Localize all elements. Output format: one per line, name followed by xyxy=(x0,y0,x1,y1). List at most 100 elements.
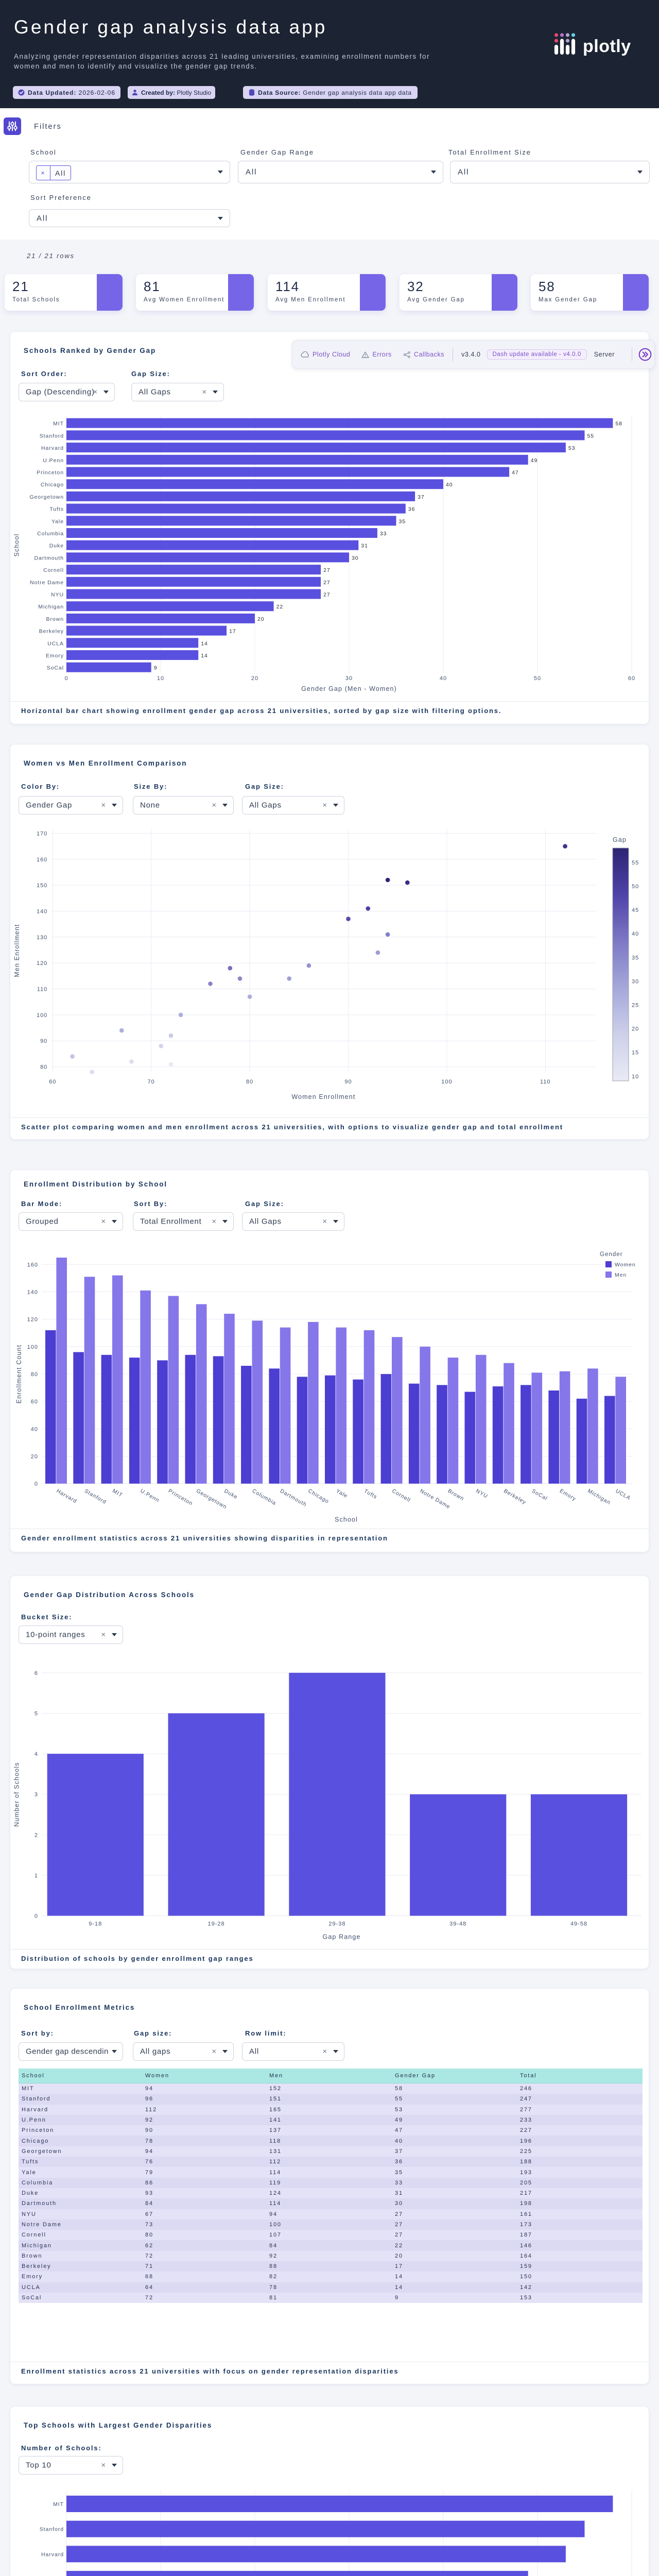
svg-text:120: 120 xyxy=(37,960,47,967)
svg-text:29-38: 29-38 xyxy=(328,1921,345,1927)
svg-text:Gender Gap (Men - Women): Gender Gap (Men - Women) xyxy=(301,685,397,692)
svg-text:Michigan: Michigan xyxy=(38,604,64,610)
svg-text:30: 30 xyxy=(632,978,639,985)
svg-text:NYU: NYU xyxy=(51,592,64,598)
svg-text:35: 35 xyxy=(632,955,639,961)
svg-text:Stanford: Stanford xyxy=(83,1488,108,1505)
svg-text:40: 40 xyxy=(632,931,639,937)
svg-text:U.Penn: U.Penn xyxy=(43,457,64,464)
svg-text:MIT: MIT xyxy=(53,421,64,427)
svg-text:60: 60 xyxy=(628,675,635,682)
svg-text:3: 3 xyxy=(34,1792,38,1798)
svg-text:20: 20 xyxy=(251,675,258,682)
svg-text:49: 49 xyxy=(531,457,538,464)
svg-text:100: 100 xyxy=(441,1079,452,1085)
svg-text:0: 0 xyxy=(34,1913,38,1920)
svg-text:Men: Men xyxy=(615,1272,627,1278)
svg-text:58: 58 xyxy=(615,421,622,427)
svg-text:27: 27 xyxy=(323,580,331,586)
svg-text:Men Enrollment: Men Enrollment xyxy=(13,924,21,977)
svg-text:Duke: Duke xyxy=(49,543,64,549)
svg-text:4: 4 xyxy=(34,1751,38,1757)
svg-text:140: 140 xyxy=(37,909,47,915)
svg-text:170: 170 xyxy=(37,831,47,837)
svg-text:90: 90 xyxy=(40,1038,47,1044)
svg-text:School: School xyxy=(13,534,21,557)
svg-text:30: 30 xyxy=(345,675,353,682)
svg-text:Yale: Yale xyxy=(51,518,64,524)
svg-text:2: 2 xyxy=(34,1832,38,1838)
svg-text:UCLA: UCLA xyxy=(615,1488,632,1501)
svg-text:Enrollment Count: Enrollment Count xyxy=(15,1345,23,1404)
svg-text:Berkeley: Berkeley xyxy=(39,629,64,635)
svg-text:80: 80 xyxy=(246,1079,253,1085)
svg-text:Chicago: Chicago xyxy=(307,1488,330,1505)
svg-text:Berkeley: Berkeley xyxy=(502,1488,527,1506)
svg-text:49-58: 49-58 xyxy=(570,1921,587,1927)
svg-text:5: 5 xyxy=(34,1711,38,1717)
svg-text:27: 27 xyxy=(323,592,331,598)
svg-text:Georgetown: Georgetown xyxy=(29,494,64,500)
svg-text:Gender: Gender xyxy=(600,1251,623,1258)
svg-text:40: 40 xyxy=(440,675,447,682)
svg-text:120: 120 xyxy=(27,1317,38,1323)
svg-text:10: 10 xyxy=(632,1074,639,1080)
svg-text:Dartmouth: Dartmouth xyxy=(34,555,64,561)
svg-text:30: 30 xyxy=(352,555,359,561)
svg-text:Emory: Emory xyxy=(559,1488,577,1502)
svg-text:Emory: Emory xyxy=(46,653,64,659)
svg-text:100: 100 xyxy=(27,1344,38,1350)
svg-text:Duke: Duke xyxy=(223,1488,239,1501)
svg-text:UCLA: UCLA xyxy=(47,640,64,647)
svg-text:MIT: MIT xyxy=(53,2501,64,2507)
svg-text:1: 1 xyxy=(34,1873,38,1879)
svg-text:Yale: Yale xyxy=(335,1488,349,1499)
svg-text:Cornell: Cornell xyxy=(391,1488,412,1503)
svg-text:Brown: Brown xyxy=(447,1488,465,1502)
svg-text:33: 33 xyxy=(380,531,387,537)
svg-text:Michigan: Michigan xyxy=(586,1488,612,1506)
svg-text:140: 140 xyxy=(27,1289,38,1295)
svg-text:80: 80 xyxy=(40,1064,47,1071)
svg-text:U.Penn: U.Penn xyxy=(139,1488,160,1504)
svg-text:80: 80 xyxy=(31,1371,38,1378)
svg-text:Stanford: Stanford xyxy=(40,433,64,439)
svg-text:School: School xyxy=(335,1516,358,1523)
svg-text:Dartmouth: Dartmouth xyxy=(279,1488,308,1508)
svg-text:27: 27 xyxy=(323,567,331,573)
svg-text:9: 9 xyxy=(154,665,158,671)
svg-text:35: 35 xyxy=(399,518,406,524)
svg-text:60: 60 xyxy=(49,1079,56,1085)
svg-text:17: 17 xyxy=(229,629,236,635)
svg-text:Stanford: Stanford xyxy=(40,2527,64,2533)
svg-text:20: 20 xyxy=(257,616,265,622)
svg-text:Women Enrollment: Women Enrollment xyxy=(291,1093,355,1100)
svg-text:70: 70 xyxy=(148,1079,155,1085)
svg-text:NYU: NYU xyxy=(475,1488,489,1500)
svg-text:0: 0 xyxy=(64,675,68,682)
svg-text:40: 40 xyxy=(446,482,453,488)
svg-text:100: 100 xyxy=(37,1012,47,1019)
svg-text:Princeton: Princeton xyxy=(167,1488,194,1507)
svg-text:Princeton: Princeton xyxy=(37,470,64,476)
svg-text:Harvard: Harvard xyxy=(41,2551,64,2557)
svg-text:SoCal: SoCal xyxy=(531,1488,549,1502)
svg-text:SoCal: SoCal xyxy=(47,665,64,671)
svg-text:19-28: 19-28 xyxy=(208,1921,225,1927)
svg-text:160: 160 xyxy=(27,1262,38,1268)
svg-text:Women: Women xyxy=(615,1262,636,1268)
svg-text:50: 50 xyxy=(632,884,639,890)
svg-text:Georgetown: Georgetown xyxy=(195,1488,228,1511)
svg-text:MIT: MIT xyxy=(111,1488,124,1499)
svg-text:6: 6 xyxy=(34,1670,38,1676)
svg-text:55: 55 xyxy=(632,860,639,866)
svg-text:110: 110 xyxy=(540,1079,551,1085)
svg-text:Tufts: Tufts xyxy=(363,1488,378,1500)
svg-text:110: 110 xyxy=(37,987,48,993)
svg-text:60: 60 xyxy=(31,1399,38,1405)
svg-text:14: 14 xyxy=(201,640,208,647)
svg-text:Columbia: Columbia xyxy=(251,1488,278,1506)
svg-text:plotly: plotly xyxy=(583,37,631,56)
svg-text:22: 22 xyxy=(276,604,284,610)
svg-text:Notre Dame: Notre Dame xyxy=(30,580,64,586)
